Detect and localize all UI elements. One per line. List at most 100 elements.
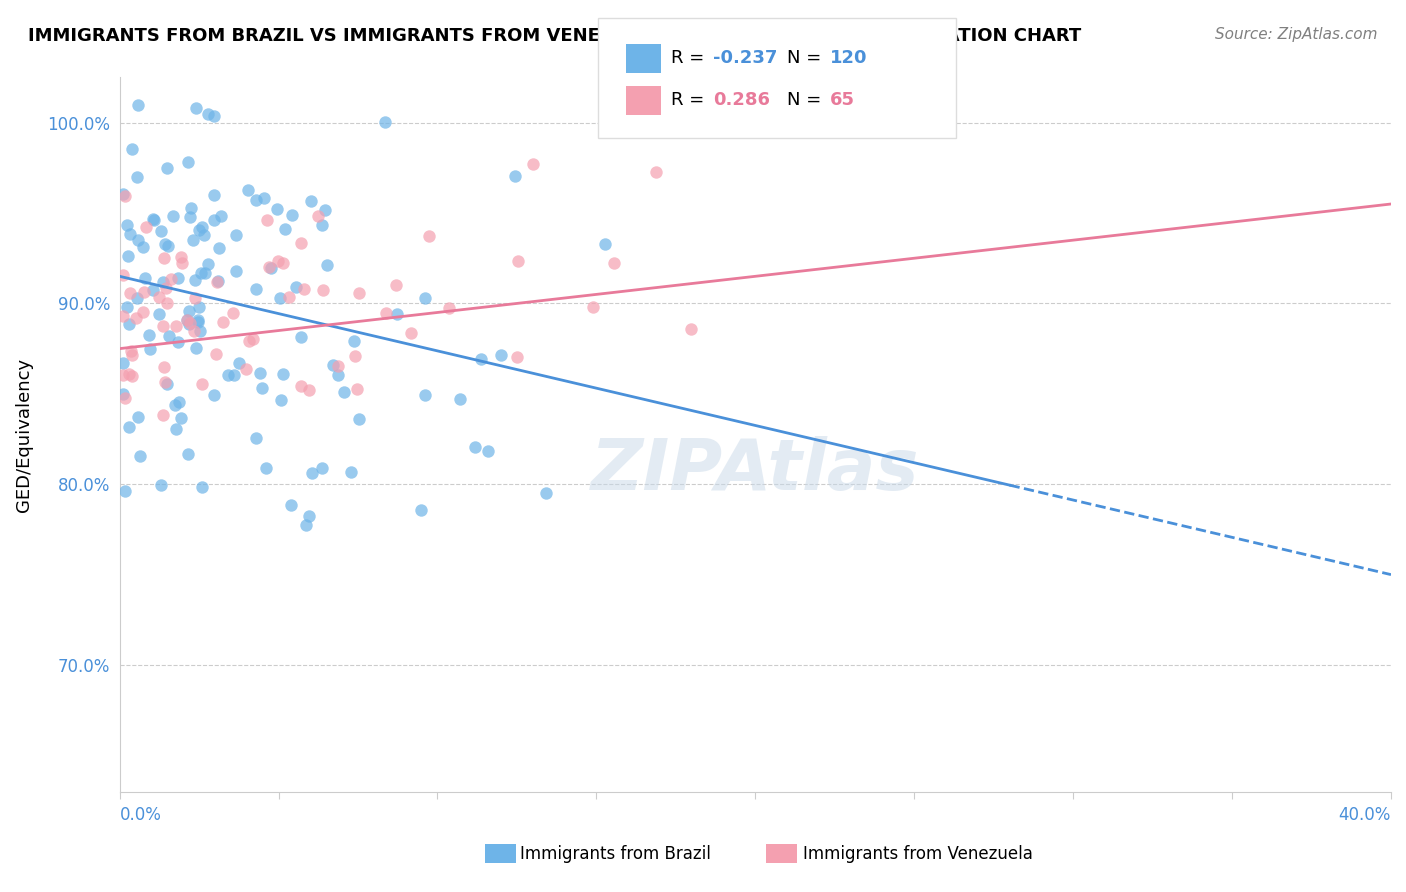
Point [187, 300, 209, 314]
Point [111, 387, 134, 401]
Point [314, 203, 336, 218]
Point [118, 227, 141, 242]
Point [385, 307, 408, 321]
Point [212, 315, 235, 329]
Point [449, 392, 471, 407]
Point [202, 212, 225, 227]
Point [225, 228, 247, 243]
Point [399, 326, 422, 341]
Point [374, 115, 396, 129]
Point [187, 313, 209, 327]
Point [169, 411, 191, 425]
Point [252, 381, 274, 395]
Point [222, 368, 245, 383]
Point [125, 291, 148, 305]
Point [464, 440, 486, 454]
Point [191, 376, 214, 391]
Point [225, 263, 247, 277]
Point [134, 285, 156, 300]
Point [197, 257, 219, 271]
Point [285, 280, 308, 294]
Point [132, 305, 155, 319]
Point [149, 224, 172, 238]
Point [134, 271, 156, 285]
Point [187, 314, 209, 328]
Point [281, 208, 304, 222]
Point [152, 408, 174, 422]
Text: IMMIGRANTS FROM BRAZIL VS IMMIGRANTS FROM VENEZUELA GED/EQUIVALENCY CORRELATION : IMMIGRANTS FROM BRAZIL VS IMMIGRANTS FRO… [28, 27, 1081, 45]
Point [114, 483, 136, 498]
Text: N =: N = [787, 91, 827, 109]
Point [156, 239, 179, 253]
Point [385, 277, 408, 292]
Point [249, 367, 271, 381]
Text: N =: N = [787, 49, 827, 67]
Point [340, 465, 363, 479]
Point [301, 467, 323, 481]
Point [315, 258, 337, 272]
Point [260, 260, 283, 275]
Text: Immigrants from Brazil: Immigrants from Brazil [520, 845, 711, 863]
Point [245, 282, 267, 296]
Point [111, 309, 134, 323]
Point [477, 444, 499, 458]
Point [343, 334, 366, 349]
Point [111, 187, 134, 202]
Point [187, 223, 209, 237]
Point [343, 349, 366, 363]
Point [190, 266, 212, 280]
Point [142, 213, 165, 227]
Point [290, 330, 312, 344]
Point [148, 306, 170, 320]
Point [197, 107, 219, 121]
Point [228, 356, 250, 370]
Point [170, 256, 193, 270]
Point [271, 256, 294, 270]
Point [152, 319, 174, 334]
Text: 40.0%: 40.0% [1339, 806, 1391, 824]
Point [118, 367, 141, 381]
Y-axis label: GED/Equivalency: GED/Equivalency [15, 358, 32, 512]
Point [118, 420, 141, 434]
Point [165, 318, 187, 333]
Point [278, 290, 301, 304]
Point [176, 313, 198, 327]
Point [207, 274, 229, 288]
Point [328, 368, 350, 382]
Point [274, 222, 297, 236]
Point [179, 211, 201, 225]
Point [179, 316, 201, 330]
Text: R =: R = [671, 49, 710, 67]
Point [177, 447, 200, 461]
Point [118, 317, 141, 331]
Point [121, 368, 143, 383]
Point [322, 358, 344, 372]
Point [153, 252, 176, 266]
Point [290, 379, 312, 393]
Point [165, 422, 187, 436]
Point [155, 161, 177, 175]
Point [159, 329, 181, 343]
Point [114, 391, 136, 405]
Point [153, 236, 176, 251]
Point [503, 169, 526, 183]
Point [245, 431, 267, 445]
Point [155, 377, 177, 392]
Point [111, 368, 134, 383]
Point [346, 383, 368, 397]
Point [149, 478, 172, 492]
Point [183, 324, 205, 338]
Point [311, 218, 333, 232]
Text: 0.0%: 0.0% [120, 806, 162, 824]
Point [582, 300, 605, 314]
Point [155, 281, 177, 295]
Point [245, 194, 267, 208]
Point [128, 449, 150, 463]
Point [534, 485, 557, 500]
Text: R =: R = [671, 91, 710, 109]
Point [209, 209, 232, 223]
Point [280, 498, 302, 512]
Point [117, 249, 139, 263]
Text: 0.286: 0.286 [713, 91, 770, 109]
Point [349, 412, 371, 426]
